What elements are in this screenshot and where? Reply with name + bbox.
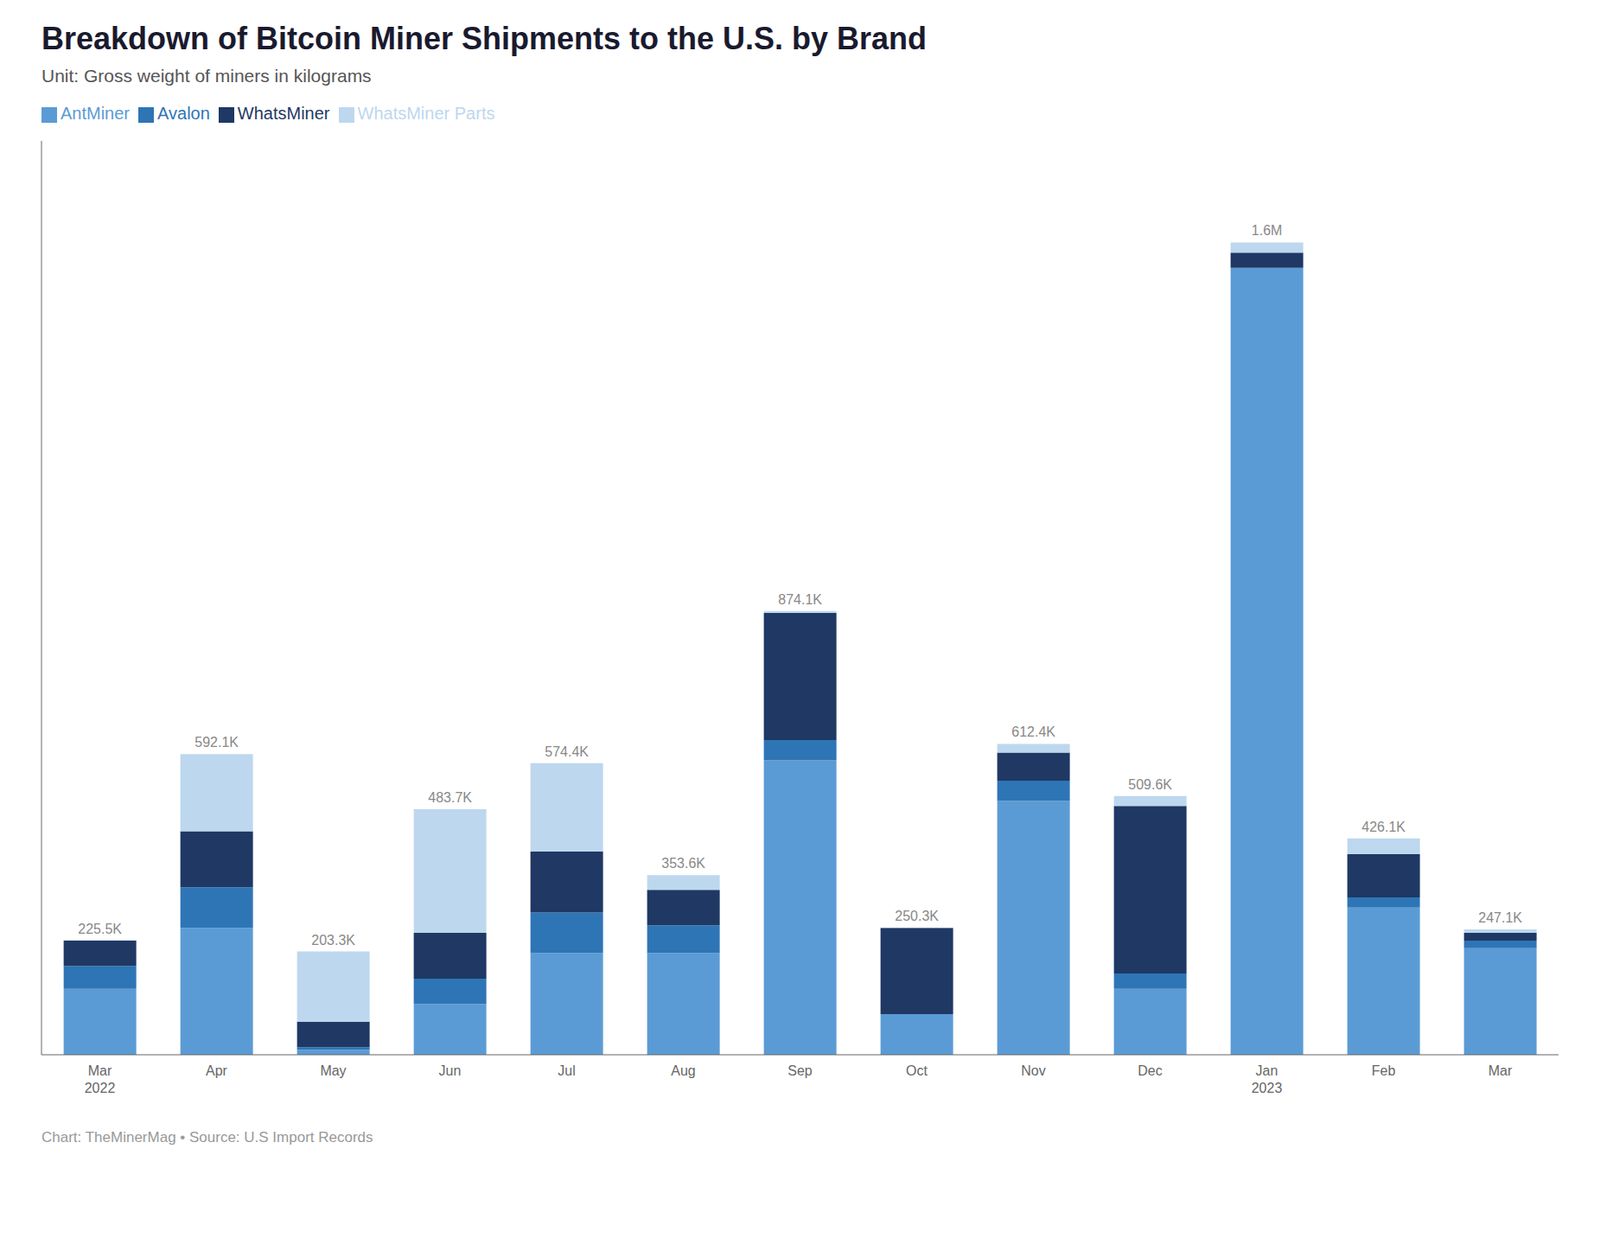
svg-text:353.6K: 353.6K	[661, 855, 706, 871]
html-text:Chart: TheMinerMag • Source: U: Chart: TheMinerMag • Source: U.S Import …	[41, 1128, 374, 1146]
svg-text:Aug: Aug	[670, 1063, 695, 1078]
svg-text:203.3K: 203.3K	[311, 932, 356, 948]
svg-text:509.6K: 509.6K	[1128, 777, 1173, 792]
svg-text:Apr: Apr	[205, 1063, 229, 1078]
svg-text:247.1K: 247.1K	[1478, 910, 1523, 925]
html-text:Unit: Gross weight of miners i: Unit: Gross weight of miners in kilogram…	[41, 65, 372, 86]
svg-text:Jun: Jun	[439, 1063, 462, 1078]
svg-text:574.4K: 574.4K	[544, 744, 589, 759]
svg-text:Jan2023: Jan2023	[1251, 1063, 1283, 1096]
html-text:Breakdown of Bitcoin Miner Shi: Breakdown of Bitcoin Miner Shipments to …	[41, 20, 927, 57]
svg-text:612.4K: 612.4K	[1011, 724, 1056, 740]
svg-text:1.6M: 1.6M	[1251, 223, 1283, 238]
html-text:WhatsMiner Parts: WhatsMiner Parts	[357, 103, 495, 123]
svg-text:Nov: Nov	[1020, 1063, 1046, 1078]
svg-text:Mar: Mar	[1488, 1063, 1513, 1078]
html-text:AntMiner: AntMiner	[60, 103, 130, 123]
svg-text:250.3K: 250.3K	[894, 908, 939, 924]
svg-text:874.1K: 874.1K	[777, 592, 823, 607]
svg-text:426.1K: 426.1K	[1361, 819, 1406, 835]
svg-text:Jul: Jul	[557, 1063, 575, 1078]
svg-text:483.7K: 483.7K	[427, 790, 472, 805]
svg-text:Sep: Sep	[787, 1063, 813, 1078]
svg-text:Oct: Oct	[905, 1063, 928, 1078]
svg-text:Feb: Feb	[1371, 1063, 1397, 1078]
svg-text:592.1K: 592.1K	[194, 734, 239, 750]
svg-text:225.5K: 225.5K	[77, 921, 122, 937]
svg-text:Dec: Dec	[1137, 1063, 1162, 1078]
html-text:WhatsMiner: WhatsMiner	[237, 103, 330, 123]
html-text:Avalon: Avalon	[157, 103, 210, 123]
svg-text:May: May	[319, 1063, 346, 1078]
svg-text:Mar2022: Mar2022	[84, 1063, 116, 1096]
